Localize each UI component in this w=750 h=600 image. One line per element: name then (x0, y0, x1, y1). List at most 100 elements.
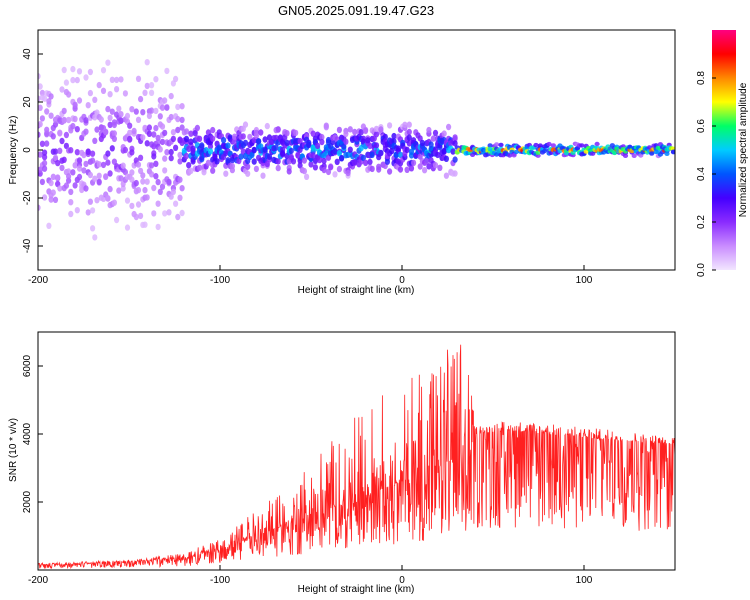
spectrogram-cell (111, 135, 117, 142)
spectrogram-cell (304, 173, 310, 180)
spectrogram-cell (310, 144, 316, 151)
spectrogram-cell (319, 133, 325, 141)
spectrogram-x-tick-label: 0 (399, 275, 405, 286)
spectrogram-cell (201, 169, 207, 176)
spectrogram-cell (177, 194, 183, 201)
spectrogram-cell (96, 172, 102, 179)
spectrogram-cell (100, 87, 107, 95)
spectrogram-cell (114, 216, 120, 224)
spectrogram-cell (275, 164, 281, 172)
spectrogram-cell (179, 209, 185, 217)
spectrogram-cell (347, 146, 353, 153)
spectrogram-cell (251, 158, 257, 165)
spectrogram-cell (369, 165, 375, 173)
spectrogram-cell (378, 126, 384, 133)
spectrogram-cell (44, 126, 50, 133)
spectrogram-cell (247, 133, 253, 141)
spectrogram-cell (245, 170, 251, 177)
snr-x-tick-label: 100 (576, 575, 593, 586)
spectrogram-cell (44, 131, 50, 138)
spectrogram-cell (74, 126, 80, 133)
spectrogram-cell (138, 95, 144, 103)
spectrogram-cell (168, 92, 174, 100)
spectrogram-cell (253, 132, 259, 140)
spectrogram-cell (306, 141, 312, 149)
spectrogram-cell (384, 158, 390, 165)
spectrogram-cell (162, 129, 168, 137)
spectrogram-cell (59, 86, 65, 93)
spectrogram-cell (365, 137, 371, 144)
spectrogram-cell (345, 169, 351, 177)
spectrogram-cell (443, 172, 449, 179)
spectrogram-cell (179, 124, 185, 131)
spectrogram-cell (94, 126, 100, 133)
spectrogram-cell (404, 166, 410, 173)
spectrogram-cell (68, 147, 74, 154)
spectrogram-cell (336, 165, 342, 173)
spectrogram-cell (55, 174, 61, 181)
spectrogram-cell (116, 105, 122, 112)
spectrogram-cell (612, 150, 618, 156)
spectrogram-cell (240, 133, 246, 140)
spectrogram-cell (153, 160, 159, 167)
spectrogram-cell (105, 59, 111, 66)
spectrogram-cell (107, 185, 113, 193)
spectrogram-cell (352, 128, 358, 136)
spectrogram-cell (140, 134, 146, 141)
spectrogram-cell (63, 79, 69, 86)
spectrogram-cell (85, 148, 91, 155)
spectrogram-cell (135, 161, 142, 168)
spectrogram-cell (146, 130, 152, 137)
spectrogram-cell (378, 149, 384, 157)
spectrogram-cell (242, 121, 249, 128)
spectrogram-cell (129, 169, 135, 176)
spectrogram-cell (266, 153, 273, 160)
spectrogram-cell (103, 173, 109, 181)
spectrogram-cell (188, 138, 194, 145)
spectrogram-cell (157, 188, 163, 195)
spectrogram-cell (177, 151, 183, 159)
spectrogram-cell (256, 138, 262, 145)
spectrogram-cell (151, 153, 157, 160)
spectrogram-cell (151, 131, 157, 138)
spectrogram-cell (109, 76, 115, 84)
spectrogram-cell (159, 104, 166, 111)
spectrogram-cell (90, 157, 96, 164)
spectrogram-cell (57, 147, 63, 154)
spectrogram-cell (153, 124, 159, 132)
spectrogram-cell (155, 178, 161, 186)
spectrogram-cell (107, 170, 113, 177)
spectrogram-cell (87, 198, 93, 205)
spectrogram-cell (358, 129, 364, 136)
snr-y-label: SNR (10 * v/v) (8, 418, 19, 482)
spectrogram-cell (175, 126, 181, 134)
spectrogram-cell (61, 66, 67, 74)
colorbar-ticks: 0.0 0.2 0.4 0.6 0.8 (696, 71, 716, 277)
spectrogram-cell (116, 187, 122, 194)
spectrogram-cell (387, 168, 393, 175)
spectrogram-cell (622, 153, 629, 158)
spectrogram-cell (124, 224, 131, 231)
spectrogram-cell (336, 126, 342, 134)
spectrogram-cell (149, 89, 155, 97)
spectrogram-cell (52, 154, 59, 161)
snr-y-tick-label: 2000 (22, 490, 33, 513)
spectrogram-cell (76, 165, 83, 172)
spectrogram-cell (76, 68, 83, 75)
snr-y-tick-label: 4000 (22, 422, 33, 445)
spectrogram-cell (92, 96, 98, 104)
spectrogram-cell (70, 76, 76, 84)
spectrogram-cell (301, 167, 307, 175)
spectrogram-cell (352, 158, 358, 166)
colorbar-tick-label: 0.4 (696, 167, 707, 181)
spectrogram-cell (38, 121, 43, 128)
spectrogram-cell (511, 153, 517, 158)
spectrogram-cell (369, 151, 375, 159)
spectrogram-cell (323, 124, 329, 131)
spectrogram-cell (452, 170, 458, 177)
spectrogram-cell (74, 207, 80, 214)
spectrogram-cell (68, 199, 74, 206)
snr-x-ticks: -200 -100 0 100 (28, 565, 593, 586)
spectrogram-cell (38, 131, 41, 138)
